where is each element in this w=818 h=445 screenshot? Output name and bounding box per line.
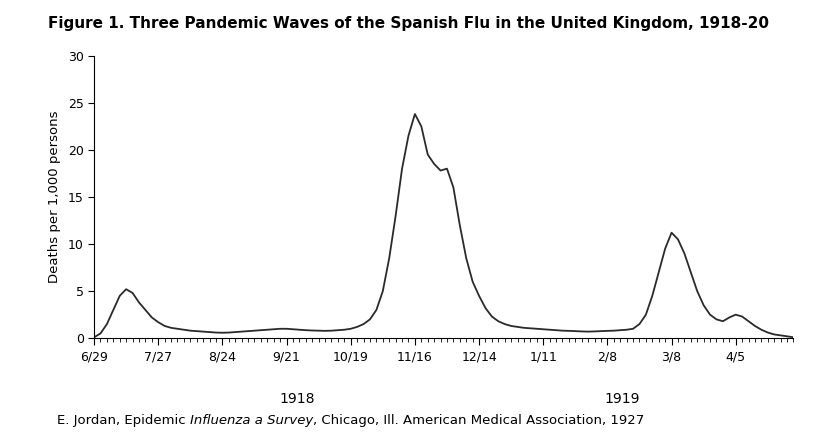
Text: E. Jordan, Epidemic: E. Jordan, Epidemic: [57, 414, 190, 427]
Y-axis label: Deaths per 1,000 persons: Deaths per 1,000 persons: [47, 111, 61, 283]
Text: Figure 1. Three Pandemic Waves of the Spanish Flu in the United Kingdom, 1918-20: Figure 1. Three Pandemic Waves of the Sp…: [48, 16, 770, 31]
Text: Influenza a Survey: Influenza a Survey: [190, 414, 313, 427]
Text: 1918: 1918: [279, 392, 315, 406]
Text: 1919: 1919: [605, 392, 640, 406]
Text: , Chicago, Ill. American Medical Association, 1927: , Chicago, Ill. American Medical Associa…: [313, 414, 645, 427]
